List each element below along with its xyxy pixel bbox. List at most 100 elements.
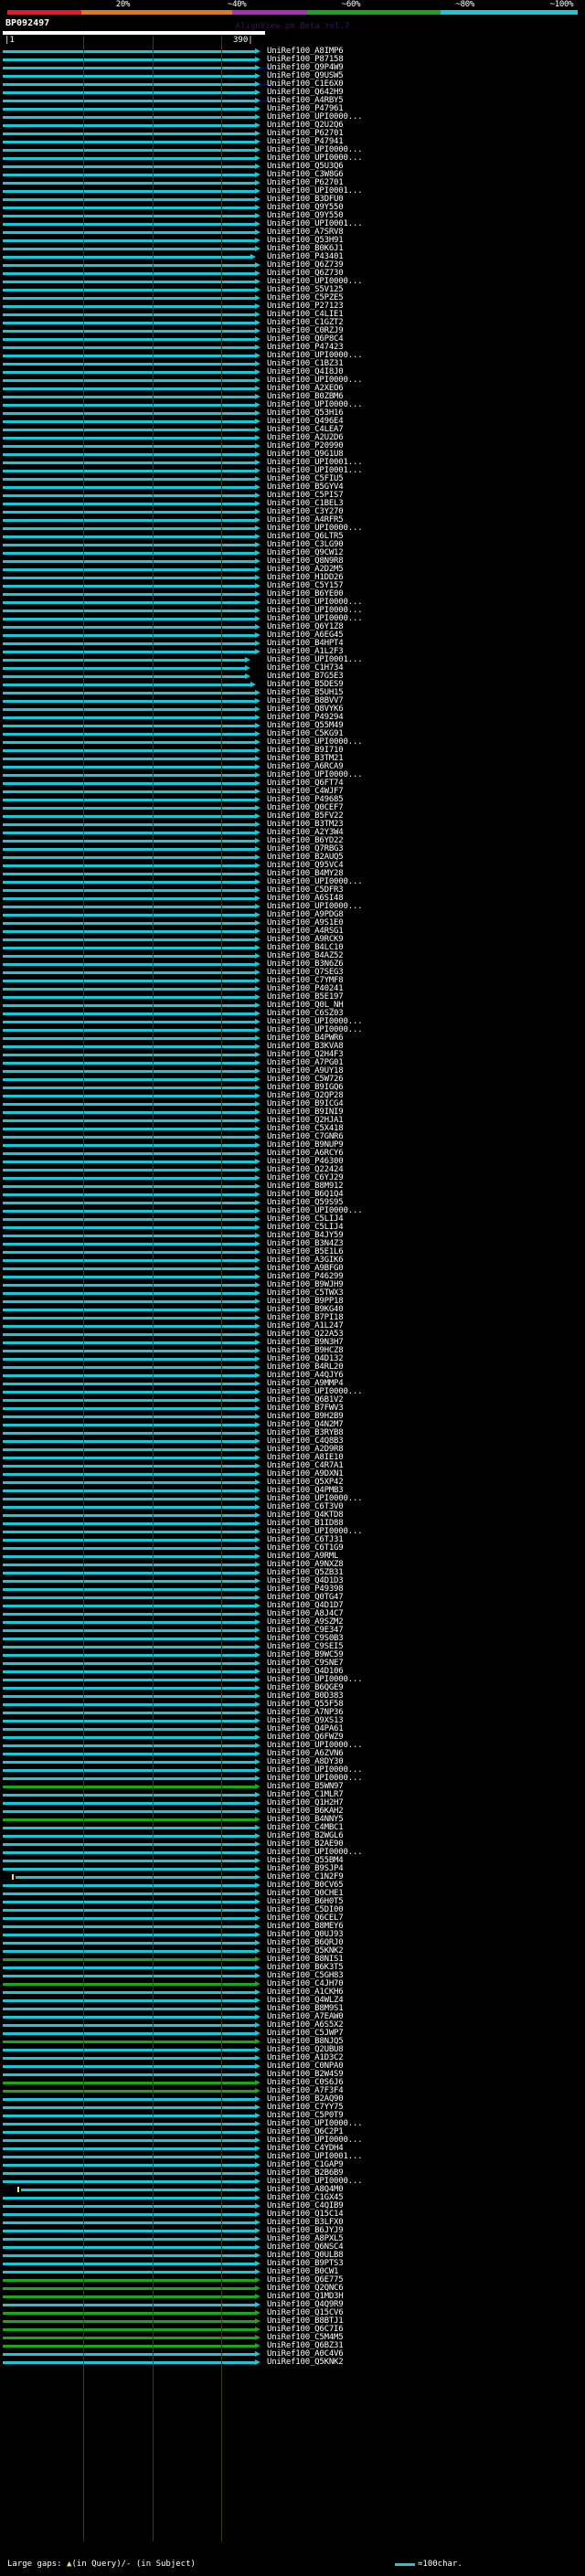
hit-accession-label[interactable]: UniRef100_B5FV22 <box>267 811 344 821</box>
hit-accession-label[interactable]: UniRef100_UPI0001... <box>267 466 363 475</box>
hit-accession-label[interactable]: UniRef100_B6KAH2 <box>267 1807 344 1816</box>
hsp-segment[interactable] <box>3 610 256 612</box>
hsp-segment[interactable] <box>3 1235 256 1237</box>
hsp-segment[interactable] <box>3 1539 256 1542</box>
hsp-segment[interactable] <box>3 1851 256 1854</box>
hit-row[interactable]: UniRef100_Q15C14 <box>0 2210 585 2219</box>
hit-row[interactable]: UniRef100_C3W8G6 <box>0 170 585 179</box>
hsp-segment[interactable] <box>3 914 256 917</box>
hsp-segment[interactable] <box>3 1366 256 1369</box>
hit-row[interactable]: UniRef100_A6RCA9 <box>0 762 585 771</box>
hit-row[interactable]: UniRef100_Q6LTR5 <box>0 532 585 541</box>
hit-alignment-track[interactable] <box>3 1076 263 1084</box>
hit-alignment-track[interactable] <box>3 697 263 705</box>
hit-alignment-track[interactable] <box>3 549 263 557</box>
hsp-segment[interactable] <box>3 560 256 563</box>
hit-alignment-track[interactable] <box>3 804 263 812</box>
hit-alignment-track[interactable] <box>3 2128 263 2136</box>
hsp-segment[interactable] <box>3 733 256 736</box>
hit-row[interactable]: UniRef100_UPI0000... <box>0 1765 585 1775</box>
hit-alignment-track[interactable] <box>3 1857 263 1865</box>
hit-accession-label[interactable]: UniRef100_UPI0000... <box>267 524 363 533</box>
hit-accession-label[interactable]: UniRef100_A6ZVN6 <box>267 1749 344 1758</box>
hsp-segment[interactable] <box>3 642 256 645</box>
hit-alignment-track[interactable] <box>3 886 263 895</box>
hit-accession-label[interactable]: UniRef100_Q7SEG3 <box>267 968 344 977</box>
hit-alignment-track[interactable] <box>3 1742 263 1750</box>
hit-alignment-track[interactable] <box>3 1668 263 1676</box>
hit-alignment-track[interactable] <box>3 1511 263 1520</box>
hsp-segment[interactable] <box>3 100 256 102</box>
hit-alignment-track[interactable] <box>3 278 263 286</box>
hsp-segment[interactable] <box>3 634 256 637</box>
hit-accession-label[interactable]: UniRef100_C9SNE7 <box>267 1659 344 1668</box>
hit-row[interactable]: UniRef100_A9MMP4 <box>0 1379 585 1388</box>
hit-row[interactable]: UniRef100_Q2H4F3 <box>0 1050 585 1059</box>
hsp-segment[interactable] <box>3 1045 256 1048</box>
hit-row[interactable]: UniRef100_B8NIS1 <box>0 1955 585 1964</box>
hsp-segment[interactable] <box>3 1325 256 1328</box>
hit-row[interactable]: UniRef100_Q15CV6 <box>0 2308 585 2317</box>
hsp-segment[interactable] <box>3 1095 256 1097</box>
hit-alignment-track[interactable] <box>3 574 263 582</box>
hit-row[interactable]: UniRef100_B6KAH2 <box>0 1807 585 1816</box>
hit-row[interactable]: UniRef100_B3N4Z3 <box>0 1239 585 1248</box>
hsp-segment[interactable] <box>3 1333 256 1336</box>
hit-accession-label[interactable]: UniRef100_Q59S95 <box>267 1198 344 1207</box>
hit-row[interactable]: UniRef100_B6Q1Q4 <box>0 1190 585 1199</box>
hsp-segment[interactable] <box>3 1177 256 1180</box>
hsp-segment[interactable] <box>3 601 256 604</box>
hsp-segment[interactable] <box>3 947 256 949</box>
hit-accession-label[interactable]: UniRef100_A6SI48 <box>267 894 344 903</box>
hit-row[interactable]: UniRef100_UPI0000... <box>0 154 585 163</box>
hit-accession-label[interactable]: UniRef100_Q5KNK2 <box>267 1946 344 1956</box>
hit-alignment-track[interactable] <box>3 1594 263 1602</box>
hit-alignment-track[interactable] <box>3 656 263 664</box>
hit-accession-label[interactable]: UniRef100_B9INI9 <box>267 1108 344 1117</box>
hit-row[interactable]: UniRef100_B9H2B9 <box>0 1412 585 1421</box>
hsp-segment[interactable] <box>3 1786 256 1788</box>
hit-alignment-track[interactable] <box>3 1084 263 1092</box>
hsp-segment[interactable] <box>3 1999 256 2002</box>
hit-row[interactable]: UniRef100_B2AE90 <box>0 1839 585 1849</box>
hsp-segment[interactable] <box>3 930 256 933</box>
hit-accession-label[interactable]: UniRef100_A1CKH6 <box>267 1988 344 1997</box>
hit-accession-label[interactable]: UniRef100_A8J4C7 <box>267 1609 344 1618</box>
hit-row[interactable]: UniRef100_Q1H2H7 <box>0 1798 585 1807</box>
hit-alignment-track[interactable] <box>3 681 263 689</box>
hit-row[interactable]: UniRef100_B5WN97 <box>0 1782 585 1791</box>
hit-accession-label[interactable]: UniRef100_C0NPA0 <box>267 2062 344 2071</box>
hit-row[interactable]: UniRef100_A4RFR5 <box>0 515 585 525</box>
hit-alignment-track[interactable] <box>3 1495 263 1503</box>
hsp-segment[interactable] <box>3 1391 256 1394</box>
hit-accession-label[interactable]: UniRef100_A8DY30 <box>267 1757 344 1766</box>
hit-accession-label[interactable]: UniRef100_B8BVV7 <box>267 696 344 705</box>
hit-row[interactable]: UniRef100_B0D383 <box>0 1691 585 1701</box>
hit-row[interactable]: UniRef100_B7FWV3 <box>0 1404 585 1413</box>
hit-accession-label[interactable]: UniRef100_A0C4V6 <box>267 2349 344 2359</box>
hsp-segment[interactable] <box>3 2205 256 2208</box>
hit-alignment-track[interactable] <box>3 1487 263 1495</box>
hit-accession-label[interactable]: UniRef100_Q6Z730 <box>267 269 344 278</box>
hit-row[interactable]: UniRef100_B5UH15 <box>0 688 585 697</box>
hit-accession-label[interactable]: UniRef100_B8M9S1 <box>267 2004 344 2013</box>
hsp-segment[interactable] <box>3 922 256 925</box>
hit-alignment-track[interactable] <box>3 1429 263 1437</box>
hit-alignment-track[interactable] <box>3 204 263 212</box>
hsp-segment[interactable] <box>3 823 256 826</box>
hit-alignment-track[interactable] <box>3 344 263 352</box>
hit-alignment-track[interactable] <box>3 1528 263 1536</box>
hit-row[interactable]: UniRef100_C9SNE7 <box>0 1659 585 1668</box>
hit-row[interactable]: UniRef100_A1L2F3 <box>0 647 585 656</box>
hsp-segment[interactable] <box>3 2230 256 2232</box>
hit-alignment-track[interactable] <box>3 533 263 541</box>
hit-accession-label[interactable]: UniRef100_P62701 <box>267 178 344 187</box>
hit-accession-label[interactable]: UniRef100_P47961 <box>267 104 344 113</box>
hit-row[interactable]: UniRef100_H1DD26 <box>0 573 585 582</box>
hit-alignment-track[interactable] <box>3 385 263 393</box>
hsp-segment[interactable] <box>3 1818 256 1821</box>
hit-alignment-track[interactable] <box>3 418 263 426</box>
hit-alignment-track[interactable] <box>3 1906 263 1914</box>
hit-row[interactable]: UniRef100_Q4PA61 <box>0 1724 585 1733</box>
hit-accession-label[interactable]: UniRef100_B4NNY5 <box>267 1815 344 1824</box>
